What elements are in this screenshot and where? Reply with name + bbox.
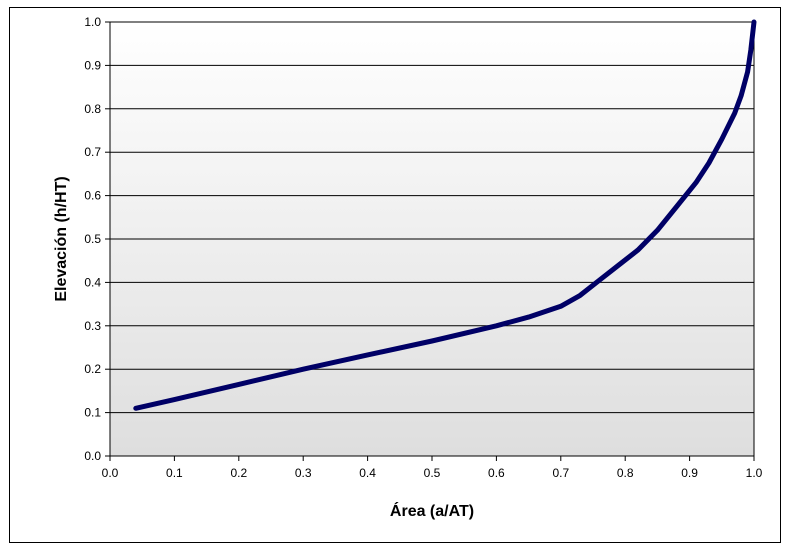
x-tick-label: 0.0 (102, 466, 119, 480)
y-tick-label: 1.0 (84, 15, 101, 29)
y-tick-label: 0.7 (84, 145, 101, 159)
y-tick-label: 0.1 (84, 406, 101, 420)
x-tick-label: 0.9 (681, 466, 698, 480)
y-tick-label: 0.4 (84, 275, 101, 289)
x-tick-label: 0.1 (166, 466, 183, 480)
y-tick-label: 0.2 (84, 362, 101, 376)
x-tick-label: 0.3 (295, 466, 312, 480)
y-axis-ticks: 0.0 0.1 0.2 0.3 0.4 0.5 0.6 0.7 0.8 0.9 1.0 (84, 15, 110, 463)
y-axis-title: Elevación (h/HT) (53, 176, 70, 301)
x-tick-label: 0.5 (424, 466, 441, 480)
y-tick-label: 0.8 (84, 102, 101, 116)
x-tick-label: 0.2 (230, 466, 247, 480)
x-tick-label: 1.0 (746, 466, 763, 480)
y-tick-label: 0.5 (84, 232, 101, 246)
x-tick-label: 0.8 (617, 466, 634, 480)
x-tick-label: 0.6 (488, 466, 505, 480)
y-tick-label: 0.0 (84, 449, 101, 463)
x-axis-title: Área (a/AT) (390, 501, 474, 520)
x-axis-ticks: 0.0 0.1 0.2 0.3 0.4 0.5 0.6 0.7 0.8 0.9 1.0 (102, 456, 763, 480)
y-tick-label: 0.3 (84, 319, 101, 333)
y-tick-label: 0.9 (84, 58, 101, 72)
x-tick-label: 0.4 (359, 466, 376, 480)
y-tick-label: 0.6 (84, 189, 101, 203)
x-tick-label: 0.7 (552, 466, 569, 480)
series-line (133, 19, 757, 411)
